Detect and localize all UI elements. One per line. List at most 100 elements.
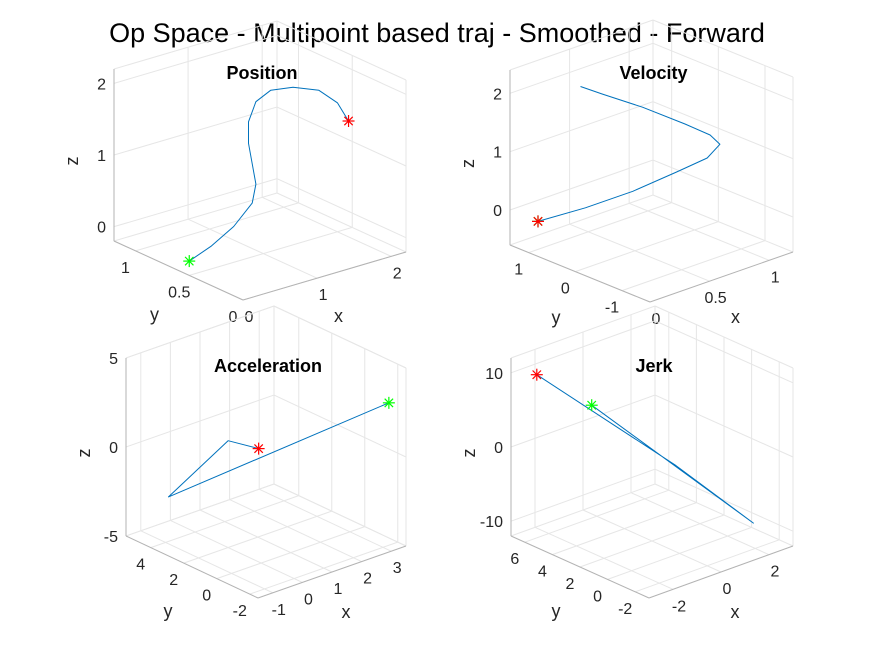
end-marker <box>252 442 265 455</box>
x-tick-label: 1 <box>334 581 343 598</box>
z-gridline <box>510 468 794 532</box>
y-tick-label: 4 <box>136 557 145 574</box>
y-tick-label: 0 <box>229 309 238 326</box>
subplot-position: 0 1 2 0 0.5 1 0 1 2 x y z Position <box>62 20 407 326</box>
box-edge <box>273 483 407 547</box>
z-tick-label: 1 <box>97 148 106 165</box>
x-axis-label: x <box>342 602 351 622</box>
y-axis-label: y <box>164 601 173 621</box>
z-tick-label: 5 <box>109 351 118 368</box>
y-tick-label: -2 <box>233 603 247 620</box>
y-tick-label: -2 <box>618 601 632 618</box>
z-axis-label: z <box>458 159 478 168</box>
x-tick-label: 0 <box>304 591 313 608</box>
z-gridline <box>125 483 407 547</box>
subplot-title: Jerk <box>635 356 673 376</box>
z-tick-label: -5 <box>104 529 118 546</box>
y-tick-label: 6 <box>510 551 519 568</box>
z-axis-label: z <box>62 157 82 166</box>
x-axis-line <box>649 251 794 303</box>
z-axis-label: z <box>459 449 479 458</box>
start-marker <box>183 255 196 268</box>
y-axis-line <box>125 535 259 599</box>
subplot-velocity: 0 0.5 1 -1 0 1 0 1 2 x y z Velocity <box>458 19 794 328</box>
box-edge <box>510 305 656 359</box>
y-tick-label: 0 <box>202 588 211 605</box>
z-gridline <box>509 159 794 218</box>
z-tick-label: 0 <box>494 440 503 457</box>
subplot-acceleration: -1 0 1 2 3 -2 0 2 4 -5 0 5 x y z Acceleration <box>74 305 407 622</box>
z-tick-label: 0 <box>493 203 502 220</box>
y-gridline <box>242 80 407 301</box>
x-tick-label: 0.5 <box>704 290 726 307</box>
x-tick-label: 0 <box>652 311 661 328</box>
box-edge <box>654 305 794 369</box>
x-gridline <box>169 342 303 583</box>
z-tick-label: -10 <box>480 514 503 531</box>
y-tick-label: 2 <box>169 572 178 589</box>
x-tick-label: 2 <box>771 564 780 581</box>
box-edge <box>113 20 278 70</box>
x-tick-label: 3 <box>393 560 402 577</box>
x-tick-label: 0 <box>723 581 732 598</box>
trajectory-line <box>537 86 721 222</box>
box-edge <box>652 194 794 253</box>
y-gridline <box>189 55 353 276</box>
z-tick-label: 1 <box>493 145 502 162</box>
box-edge <box>509 19 654 71</box>
x-gridline <box>140 352 274 594</box>
y-tick-label: 2 <box>566 576 575 593</box>
figure-title: Op Space - Multipoint based traj - Smoot… <box>109 18 765 48</box>
x-axis-line <box>648 545 794 599</box>
y-axis-label: y <box>552 308 561 328</box>
start-marker <box>585 399 598 412</box>
y-gridline <box>552 324 697 556</box>
box-edge <box>510 483 656 537</box>
z-tick-label: 0 <box>97 220 106 237</box>
x-tick-label: 2 <box>363 571 372 588</box>
end-marker <box>342 115 355 128</box>
grid-lines <box>510 312 794 593</box>
z-gridline <box>125 394 407 458</box>
y-gridline <box>524 312 670 543</box>
x-axis-line <box>242 251 407 301</box>
y-axis-line <box>113 240 244 301</box>
x-tick-label: -1 <box>272 602 286 619</box>
axes-box <box>125 305 407 599</box>
z-tick-label: 10 <box>485 366 503 383</box>
trajectory-line <box>168 402 390 498</box>
subplot-title: Acceleration <box>214 356 322 376</box>
box-edge <box>652 19 794 78</box>
x-axis-line <box>257 545 407 599</box>
box-edge <box>113 192 278 242</box>
box-edge <box>276 192 407 253</box>
subplot-title: Velocity <box>619 63 687 83</box>
x-gridline <box>258 311 392 552</box>
x-axis-label: x <box>731 602 740 622</box>
axes-box <box>113 20 407 301</box>
y-tick-label: 1 <box>514 262 523 279</box>
start-marker <box>382 396 395 409</box>
subplot-title: Position <box>227 63 298 83</box>
y-gridline <box>621 65 766 292</box>
axes-box <box>510 305 794 599</box>
x-axis-label: x <box>731 307 740 327</box>
y-tick-label: 0 <box>593 588 602 605</box>
box-edge <box>125 305 275 359</box>
x-tick-label: 2 <box>393 265 402 282</box>
z-gridline <box>510 394 794 458</box>
grid-lines <box>125 305 407 595</box>
y-tick-label: 1 <box>121 260 130 277</box>
box-edge <box>273 305 407 369</box>
z-gridline <box>509 101 794 160</box>
z-tick-label: 2 <box>97 76 106 93</box>
tick-labels: 0 1 2 0 0.5 1 0 1 2 <box>97 76 402 326</box>
y-tick-label: 0.5 <box>168 284 190 301</box>
y-axis-line <box>509 244 651 303</box>
x-axis-label: x <box>334 306 343 326</box>
y-tick-label: 4 <box>538 564 547 581</box>
tick-labels: -1 0 1 2 3 -2 0 2 4 -5 0 5 <box>104 351 402 620</box>
box-edge <box>276 20 407 81</box>
subplot-jerk: -2 0 2 -2 0 2 4 6 -10 0 10 x y z Jerk <box>459 305 794 622</box>
